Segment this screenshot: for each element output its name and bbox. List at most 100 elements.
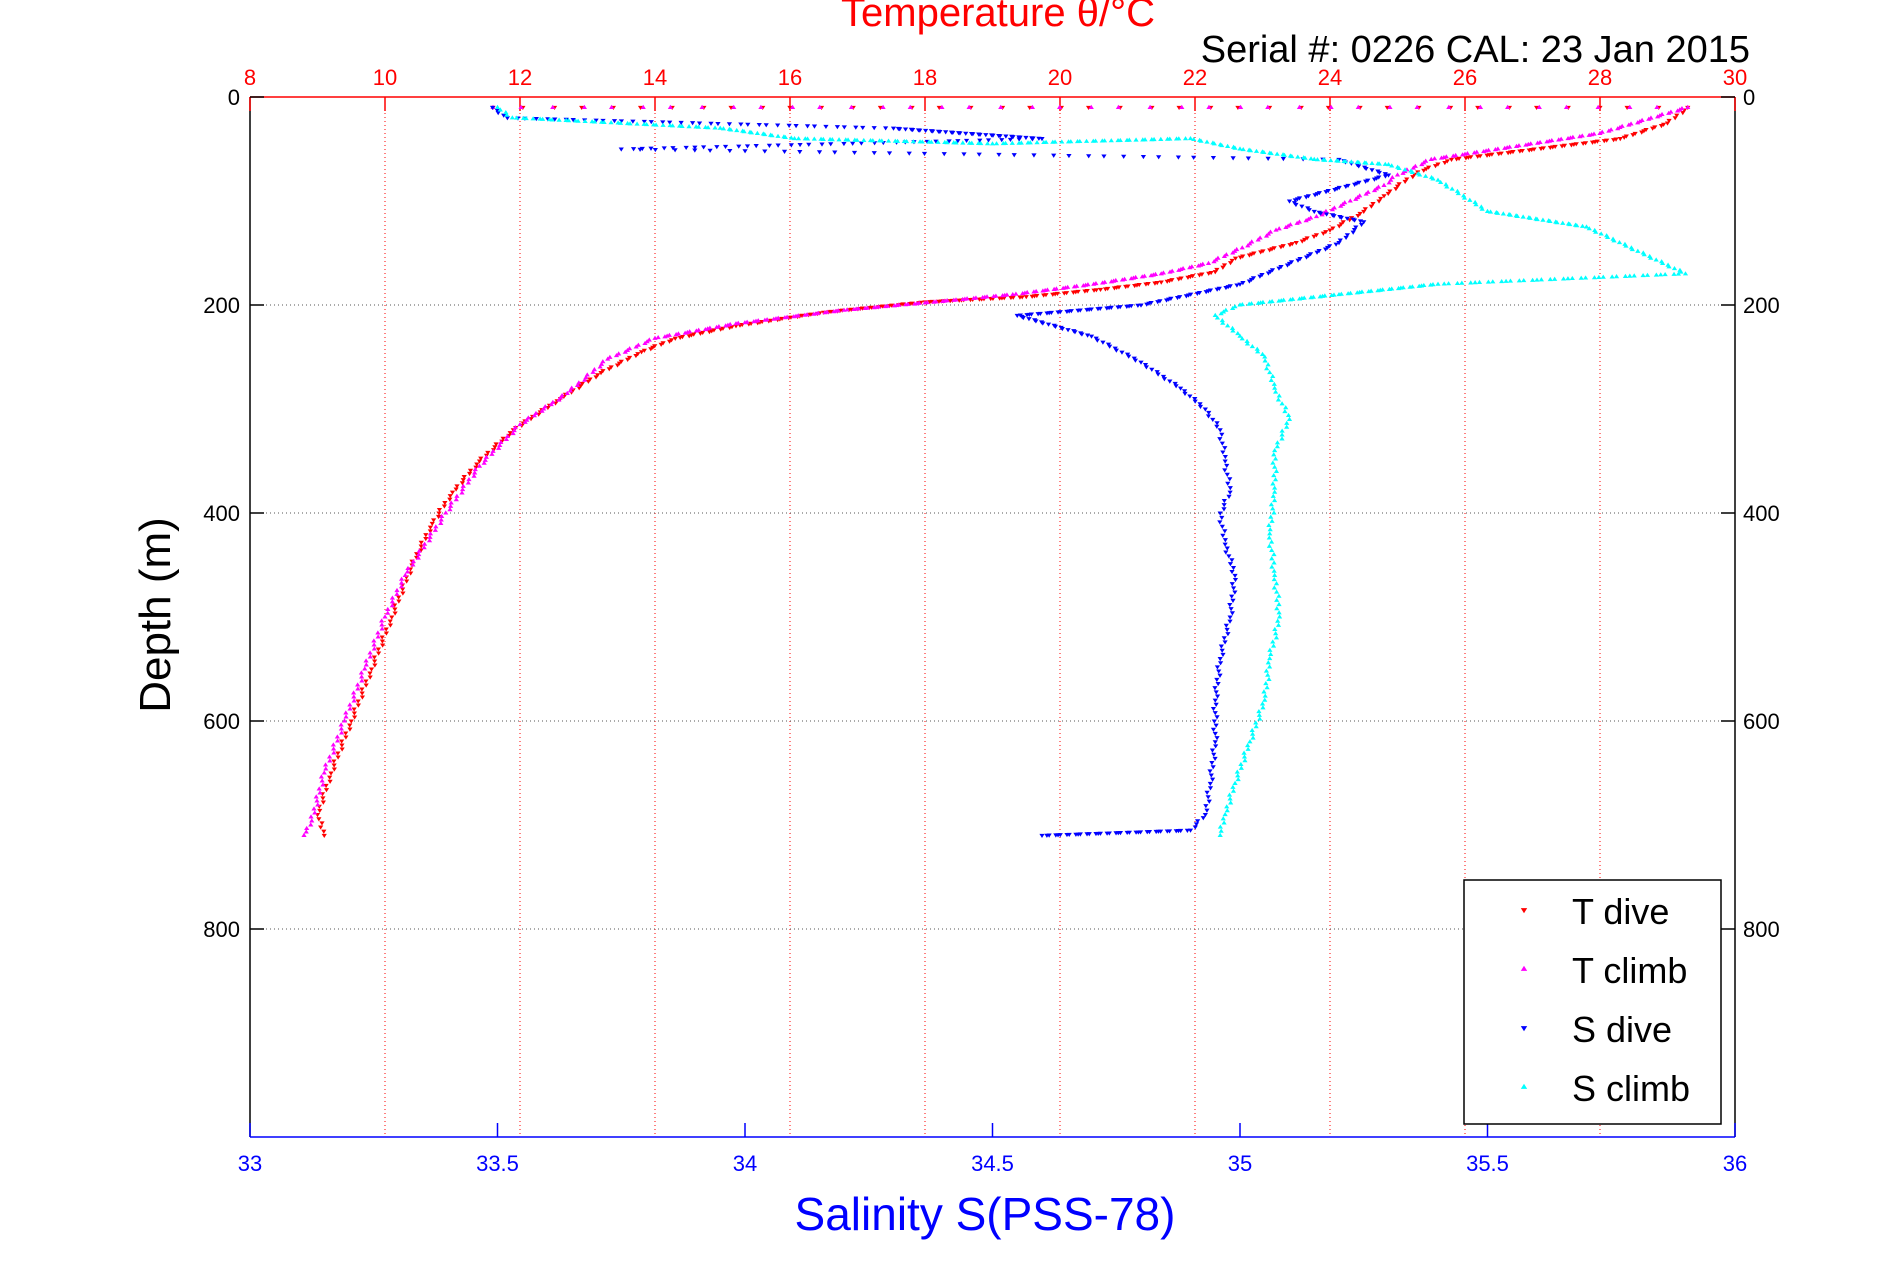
t-dive-point: [1232, 256, 1239, 261]
s-climb-point: [1224, 804, 1230, 809]
t-climb-point: [382, 614, 388, 619]
s-dive-point: [1227, 602, 1233, 608]
t-climb-point: [371, 642, 377, 647]
t-climb-point: [363, 658, 369, 663]
t-dive-point: [1396, 182, 1402, 187]
s-dive-point: [1079, 332, 1085, 337]
s-climb-point: [1271, 472, 1277, 478]
s-climb-point: [1308, 295, 1314, 300]
depth-tick-label-left: 600: [203, 709, 240, 734]
t-climb-point: [1091, 281, 1097, 286]
t-dive-point: [1376, 199, 1382, 204]
s-dive-point: [678, 120, 684, 126]
s-climb-point: [1671, 266, 1678, 271]
t-climb-point: [347, 706, 353, 711]
t-climb-point: [1654, 104, 1660, 109]
t-dive-point: [1008, 295, 1014, 301]
t-climb-point: [1328, 104, 1334, 109]
legend-box: [1463, 879, 1722, 1125]
s-dive-point: [1232, 573, 1238, 578]
s-dive-point: [834, 125, 840, 130]
s-climb-point: [1527, 215, 1533, 220]
s-dive-point: [715, 121, 721, 127]
s-dive-point: [683, 145, 689, 151]
t-climb-point: [1597, 130, 1603, 135]
s-dive-point: [1216, 669, 1222, 674]
s-dive-point: [1322, 247, 1329, 252]
s-climb-point: [1443, 182, 1449, 187]
t-climb-point: [319, 778, 325, 783]
s-dive-point: [1140, 154, 1147, 160]
t-climb-point: [1080, 283, 1086, 288]
s-dive-point: [1135, 303, 1141, 308]
s-dive-point: [804, 124, 811, 129]
t-climb-point: [355, 682, 361, 687]
t-dive-point: [1320, 231, 1326, 236]
t-climb-point: [655, 334, 661, 340]
s-climb-point: [984, 141, 991, 146]
s-climb-point: [1554, 220, 1560, 225]
s-climb-point: [1534, 277, 1540, 282]
s-climb-point: [1560, 220, 1566, 225]
s-dive-point: [1073, 832, 1079, 837]
t-climb-point: [1513, 143, 1520, 148]
s-climb-point: [1308, 156, 1314, 161]
s-climb-point: [1287, 297, 1293, 302]
s-climb-point: [1214, 315, 1221, 320]
s-dive-point: [921, 151, 928, 157]
s-climb-point: [1336, 292, 1342, 297]
t-climb-point: [1245, 243, 1251, 248]
t-climb-point: [1481, 149, 1487, 154]
s-climb-point: [782, 134, 788, 140]
s-climb-point: [1272, 456, 1279, 461]
s-dive-point: [1194, 291, 1200, 296]
s-climb-point: [1435, 281, 1441, 286]
s-dive-point: [1369, 168, 1375, 173]
s-dive-point: [1207, 786, 1214, 791]
s-dive-point: [1210, 727, 1217, 732]
s-dive-point: [1011, 153, 1017, 158]
s-climb-point: [1328, 157, 1334, 163]
s-dive-point: [1200, 816, 1206, 821]
s-climb-point: [1516, 278, 1522, 283]
s-climb-point: [1600, 274, 1606, 279]
s-climb-point: [503, 110, 509, 115]
s-dive-point: [1222, 446, 1228, 451]
s-dive-point: [941, 152, 947, 157]
t-dive-point: [379, 635, 385, 640]
t-climb-point: [903, 302, 909, 307]
t-dive-point: [1061, 291, 1067, 296]
s-dive-point: [1064, 832, 1070, 838]
t-climb-point: [427, 531, 434, 536]
s-climb-point: [712, 125, 718, 130]
s-dive-point: [1293, 202, 1299, 208]
s-dive-point: [1104, 831, 1110, 836]
s-climb-point: [885, 138, 892, 143]
t-dive-point: [1085, 105, 1092, 110]
s-dive-point: [1225, 632, 1231, 637]
t-dive-point: [392, 607, 398, 612]
t-dive-point: [389, 615, 395, 620]
t-dive-point: [1330, 226, 1336, 231]
t-climb-point: [960, 296, 966, 302]
s-dive-point: [1229, 594, 1235, 599]
t-dive-point: [474, 462, 480, 467]
s-dive-point: [1003, 134, 1009, 139]
s-climb-point: [1272, 485, 1278, 490]
s-climb-point: [1230, 328, 1236, 333]
s-dive-point: [1229, 558, 1235, 563]
s-climb-point: [1395, 285, 1402, 291]
s-dive-point: [1338, 215, 1344, 221]
t-climb-point: [385, 610, 391, 615]
s-dive-point: [672, 148, 678, 153]
s-dive-point: [1222, 454, 1228, 460]
s-dive-point: [1230, 156, 1236, 161]
depth-tick-label-right: 200: [1743, 293, 1780, 318]
s-climb-point: [1454, 188, 1461, 193]
s-dive-point: [1220, 652, 1226, 658]
t-climb-point: [405, 565, 411, 571]
s-dive-point: [886, 151, 893, 156]
s-climb-point: [1279, 401, 1285, 406]
t-climb-point: [454, 493, 460, 498]
s-dive-point: [1195, 819, 1201, 824]
